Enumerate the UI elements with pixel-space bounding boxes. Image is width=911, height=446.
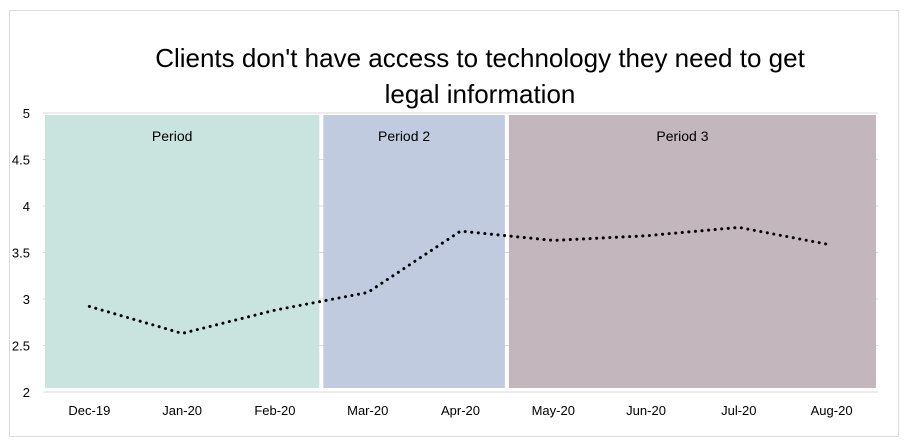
x-tick-label: Jan-20 <box>162 403 202 418</box>
period-label-2: Period 2 <box>378 128 430 144</box>
x-tick-label: Apr-20 <box>441 403 480 418</box>
x-axis-ticks: Dec-19 Jan-20 Feb-20 Mar-20 Apr-20 May-20 Jun-… <box>68 403 852 418</box>
y-axis-ticks: 2 2.5 3 3.5 4 4.5 5 <box>12 106 30 400</box>
x-tick-label: Aug-20 <box>811 403 853 418</box>
x-tick-label: Jun-20 <box>626 403 666 418</box>
y-tick-label: 2 <box>23 385 30 400</box>
y-tick-label: 4 <box>23 199 30 214</box>
x-tick-label: Feb-20 <box>254 403 295 418</box>
x-tick-label: May-20 <box>532 403 575 418</box>
y-tick-label: 2.5 <box>12 339 30 354</box>
x-tick-label: Dec-19 <box>68 403 110 418</box>
period-bands: Period Period 2 Period 3 <box>45 115 876 388</box>
period-band-3 <box>508 115 876 388</box>
y-tick-label: 5 <box>23 106 30 121</box>
period-band-2 <box>323 115 505 388</box>
y-tick-label: 3 <box>23 292 30 307</box>
x-tick-label: Mar-20 <box>347 403 388 418</box>
x-tick-label: Jul-20 <box>721 403 756 418</box>
series-line-1 <box>87 225 834 335</box>
y-tick-label: 3.5 <box>12 246 30 261</box>
chart-title: Clients don't have access to technology … <box>155 43 805 109</box>
series-line-layer <box>87 225 834 335</box>
period-label-1: Period <box>152 128 192 144</box>
y-tick-label: 4.5 <box>12 153 30 168</box>
period-band-1 <box>45 115 320 388</box>
period-label-3: Period 3 <box>656 128 708 144</box>
